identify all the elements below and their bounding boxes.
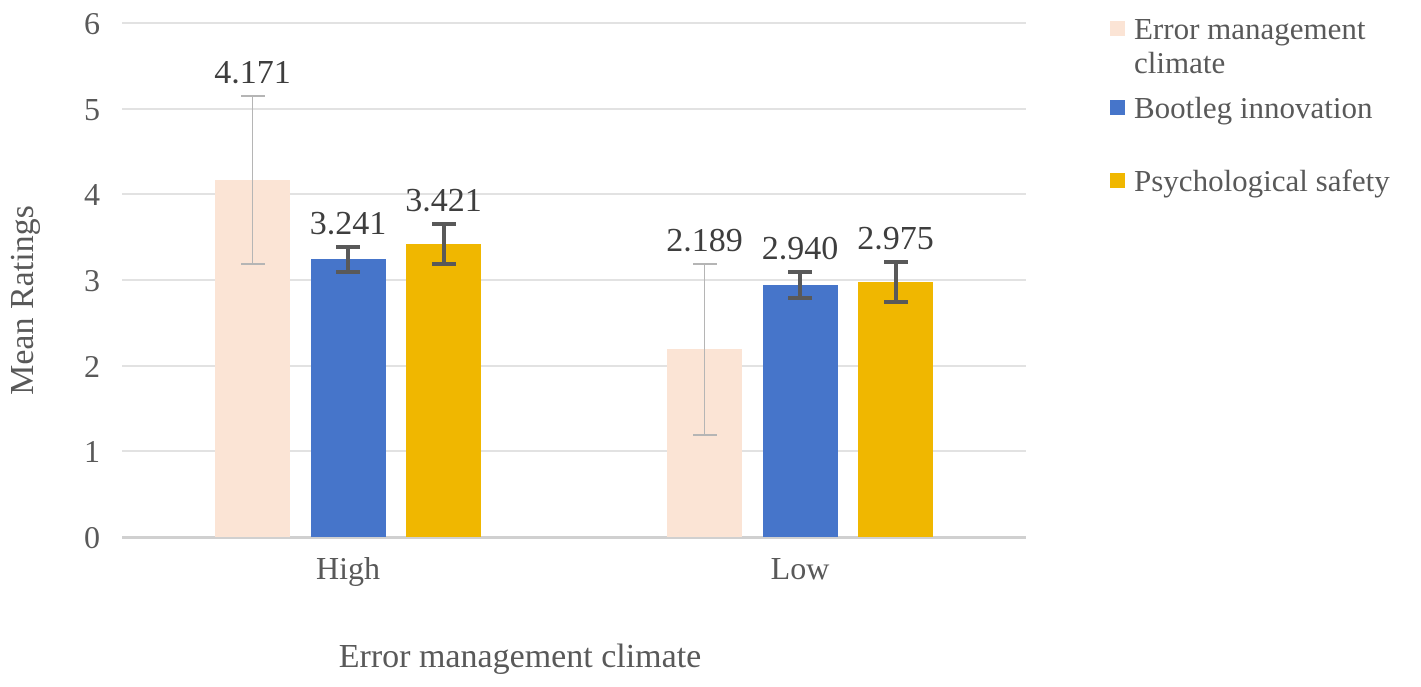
legend-item-psychological-safety: Psychological safety: [1110, 164, 1416, 198]
legend-label-bootleg-innovation: Bootleg innovation: [1134, 90, 1373, 125]
data-label: 3.421: [405, 182, 482, 220]
error-bar-line: [798, 272, 802, 298]
legend-label-psychological-safety: Psychological safety: [1134, 163, 1390, 198]
gridline: [122, 107, 1026, 110]
legend-item-bootleg-innovation: Bootleg innovation: [1110, 91, 1416, 125]
data-label: 2.189: [666, 221, 743, 259]
error-bar-cap-top: [883, 260, 908, 265]
y-tick-label: 4: [84, 176, 100, 213]
x-axis-title: Error management climate: [338, 638, 702, 675]
gridline: [122, 279, 1026, 281]
bar-low-series2: [858, 282, 933, 537]
gridline: [122, 193, 1026, 196]
bar-low-series1: [762, 285, 838, 537]
gridline: [122, 450, 1026, 453]
y-tick-label: 1: [84, 433, 100, 470]
error-bar-cap-bottom: [336, 270, 360, 275]
data-label: 2.975: [857, 220, 934, 258]
data-label: 4.171: [214, 53, 291, 91]
y-tick-label: 6: [84, 5, 100, 41]
y-tick-label: 0: [84, 519, 100, 555]
legend-label-error-management-climate: Error management climate: [1134, 11, 1366, 80]
error-bar-cap-top: [431, 222, 456, 227]
error-bar-line: [251, 95, 254, 264]
gridline: [122, 22, 1026, 24]
bar-high-series1: [310, 259, 386, 537]
legend-swatch-bootleg-innovation: [1110, 100, 1125, 115]
bar-high-series2: [406, 243, 481, 537]
error-bar-line: [893, 262, 898, 302]
error-bar-line: [441, 224, 446, 264]
error-bar-cap-bottom: [883, 299, 908, 304]
error-bar-cap-top: [240, 94, 265, 97]
legend-swatch-psychological-safety: [1110, 173, 1125, 188]
error-bar-cap-top: [788, 270, 812, 275]
data-label: 3.241: [309, 204, 387, 242]
error-bar-cap-top: [336, 244, 360, 249]
x-axis-line: [122, 535, 1026, 539]
y-tick-label: 2: [84, 347, 100, 384]
legend: Error management climate Bootleg innovat…: [1110, 12, 1416, 198]
gridline: [122, 364, 1026, 367]
error-bar-cap-top: [692, 262, 717, 265]
error-bar-line: [703, 263, 706, 436]
y-tick-label: 5: [84, 90, 100, 127]
legend-swatch-error-management-climate: [1110, 21, 1125, 36]
error-bar-cap-bottom: [240, 262, 265, 265]
legend-item-error-management-climate: Error management climate: [1110, 12, 1416, 80]
y-tick-label: 3: [84, 262, 100, 298]
error-bar-line: [346, 246, 350, 273]
error-bar-cap-bottom: [692, 434, 717, 437]
x-tick-label-low: Low: [770, 550, 830, 586]
error-bar-cap-bottom: [431, 261, 456, 266]
x-tick-label-high: High: [316, 550, 380, 586]
error-bar-cap-bottom: [788, 295, 812, 300]
data-label: 2.940: [761, 230, 839, 268]
